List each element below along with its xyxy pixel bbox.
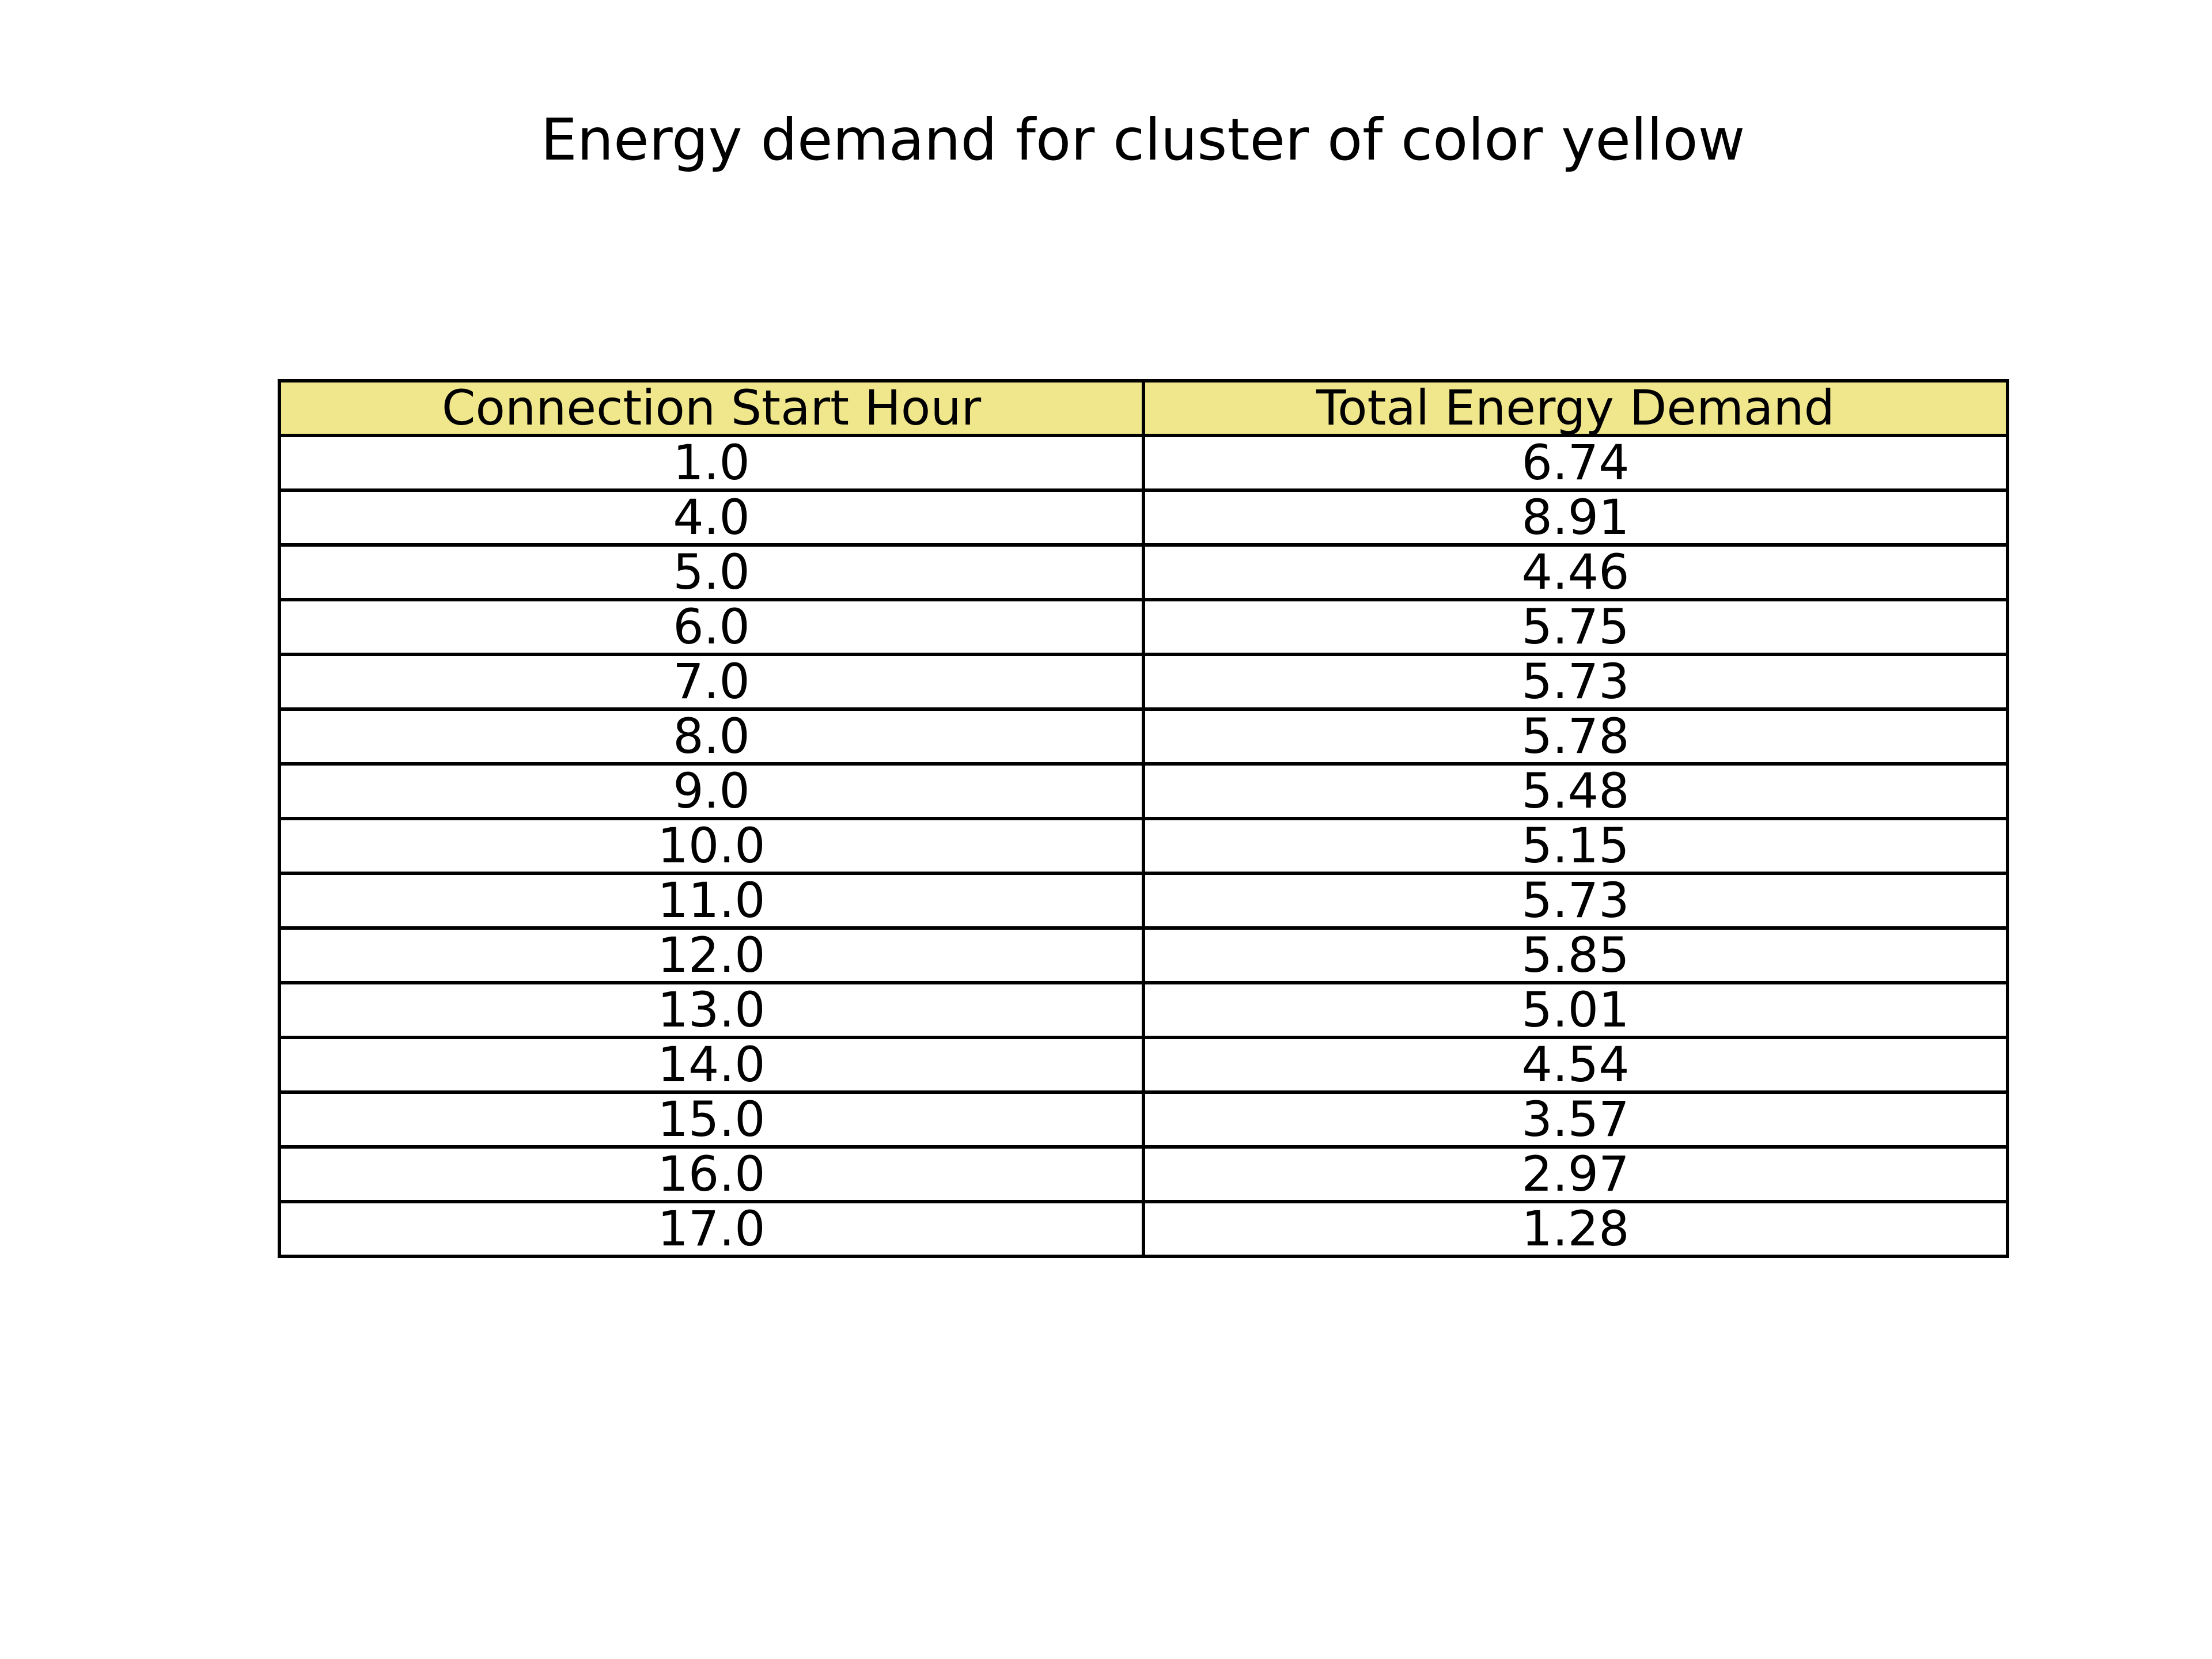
table-row: 17.0 1.28 <box>278 1200 2009 1258</box>
cell-connection-start-hour: 9.0 <box>278 762 1145 820</box>
table-row: 4.0 8.91 <box>278 488 2009 547</box>
cell-connection-start-hour: 16.0 <box>278 1145 1145 1203</box>
energy-demand-table: Connection Start Hour Total Energy Deman… <box>278 379 2009 1258</box>
cell-connection-start-hour: 10.0 <box>278 817 1145 875</box>
cell-connection-start-hour: 14.0 <box>278 1036 1145 1094</box>
cell-total-energy-demand: 5.85 <box>1142 926 2009 984</box>
cell-connection-start-hour: 4.0 <box>278 488 1145 547</box>
table-row: 1.0 6.74 <box>278 434 2009 492</box>
cell-total-energy-demand: 1.28 <box>1142 1200 2009 1258</box>
column-header-connection-start-hour: Connection Start Hour <box>278 379 1145 437</box>
column-header-total-energy-demand: Total Energy Demand <box>1142 379 2009 437</box>
table-row: 7.0 5.73 <box>278 653 2009 711</box>
table-row: 12.0 5.85 <box>278 926 2009 984</box>
cell-connection-start-hour: 1.0 <box>278 434 1145 492</box>
cell-connection-start-hour: 8.0 <box>278 707 1145 766</box>
cell-connection-start-hour: 7.0 <box>278 653 1145 711</box>
table-row: 16.0 2.97 <box>278 1145 2009 1203</box>
cell-total-energy-demand: 5.01 <box>1142 981 2009 1039</box>
cell-total-energy-demand: 8.91 <box>1142 488 2009 547</box>
table-row: 10.0 5.15 <box>278 817 2009 875</box>
table-row: 13.0 5.01 <box>278 981 2009 1039</box>
cell-total-energy-demand: 5.73 <box>1142 653 2009 711</box>
cell-connection-start-hour: 6.0 <box>278 598 1145 656</box>
cell-connection-start-hour: 15.0 <box>278 1090 1145 1149</box>
table-row: 5.0 4.46 <box>278 543 2009 601</box>
cell-connection-start-hour: 17.0 <box>278 1200 1145 1258</box>
table-row: 6.0 5.75 <box>278 598 2009 656</box>
cell-total-energy-demand: 2.97 <box>1142 1145 2009 1203</box>
cell-total-energy-demand: 6.74 <box>1142 434 2009 492</box>
cell-connection-start-hour: 13.0 <box>278 981 1145 1039</box>
cell-connection-start-hour: 11.0 <box>278 872 1145 930</box>
cell-total-energy-demand: 5.48 <box>1142 762 2009 820</box>
cell-connection-start-hour: 5.0 <box>278 543 1145 601</box>
table-row: 8.0 5.78 <box>278 707 2009 766</box>
table-body: 1.0 6.74 4.0 8.91 5.0 4.46 6.0 5.75 7.0 5.73 8.0 5.… <box>278 434 2009 1258</box>
cell-total-energy-demand: 3.57 <box>1142 1090 2009 1149</box>
cell-total-energy-demand: 5.78 <box>1142 707 2009 766</box>
chart-title: Energy demand for cluster of color yello… <box>540 106 1745 173</box>
table-row: 15.0 3.57 <box>278 1090 2009 1149</box>
cell-connection-start-hour: 12.0 <box>278 926 1145 984</box>
cell-total-energy-demand: 4.54 <box>1142 1036 2009 1094</box>
cell-total-energy-demand: 4.46 <box>1142 543 2009 601</box>
cell-total-energy-demand: 5.15 <box>1142 817 2009 875</box>
table-row: 11.0 5.73 <box>278 872 2009 930</box>
table-header-row: Connection Start Hour Total Energy Deman… <box>278 379 2009 437</box>
table-row: 14.0 4.54 <box>278 1036 2009 1094</box>
cell-total-energy-demand: 5.75 <box>1142 598 2009 656</box>
cell-total-energy-demand: 5.73 <box>1142 872 2009 930</box>
table-row: 9.0 5.48 <box>278 762 2009 820</box>
